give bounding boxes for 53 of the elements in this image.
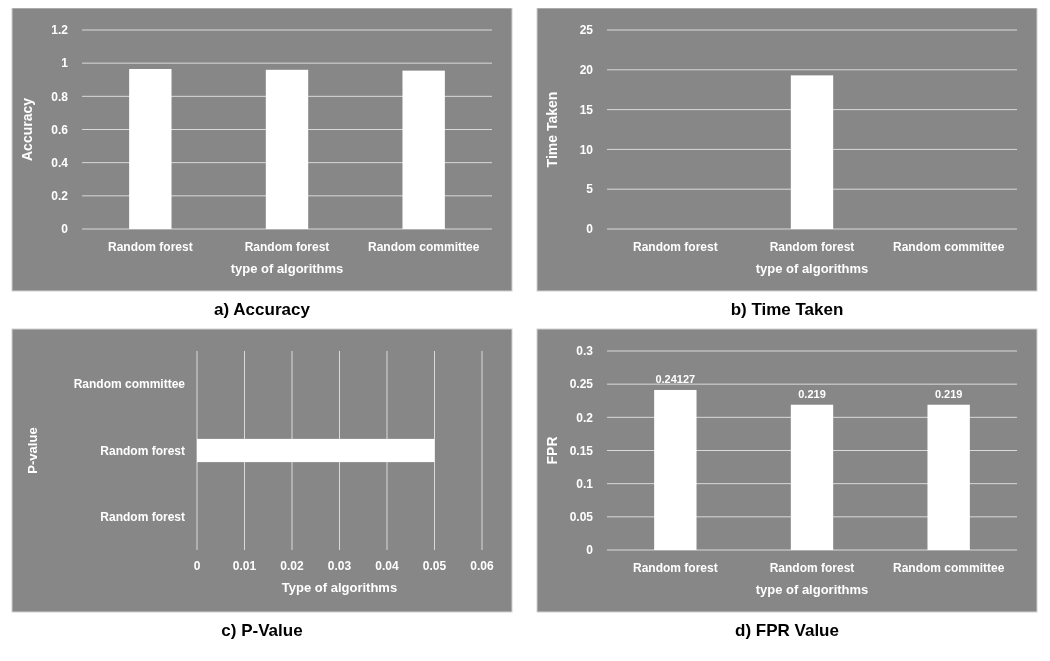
text: c) P-Value [221,621,303,640]
y-tick-label: Random committee [73,377,186,392]
y-tick-label: 0.4 [51,155,69,170]
x-tick-label: 0.01 [232,559,257,573]
x-tick-label: Random forest [244,240,330,254]
x-axis-title: type of algorithms [230,261,344,276]
y-tick-label: 15 [579,102,594,117]
x-tick-label: Random forest [632,561,718,575]
x-tick-label: 0.06 [470,559,494,573]
x-axis-title: type of algorithms [755,261,869,276]
x-tick-label: Random forest [769,240,855,254]
y-tick-label: 0 [61,222,69,237]
x-tick-label: 0.05 [422,559,447,573]
y-tick-label: 0.2 [576,410,594,425]
text: a) Accuracy [214,300,311,319]
y-tick-label: 20 [579,63,594,77]
x-tick-label: 0.02 [280,559,304,573]
x-tick-label: 0.04 [375,559,399,573]
y-tick-label: 0.6 [51,122,69,137]
y-tick-label: 0 [586,222,594,237]
data-label: 0.24127 [655,372,696,385]
text: d) FPR Value [735,621,839,640]
x-tick-label: Random committee [892,240,1005,254]
y-tick-label: 0.3 [576,344,594,359]
y-axis-title: Accuracy [19,97,35,162]
text: b) Time Taken [730,300,844,319]
x-tick-label: 0 [193,559,201,573]
y-tick-label: 0.2 [51,189,69,204]
y-tick-label: 1 [61,56,69,71]
x-axis-title: type of algorithms [755,582,869,597]
y-tick-label: 0 [586,543,594,558]
y-tick-label: Random forest [100,510,185,525]
data-label: 0.219 [798,387,826,400]
y-tick-label: 10 [579,142,594,157]
y-axis-title: FPR [544,436,560,465]
x-axis-title: Type of algorithms [281,580,398,595]
x-tick-label: Random forest [632,240,718,254]
y-tick-label: 0.1 [576,476,594,491]
y-tick-label: 0.25 [569,377,594,392]
y-axis-title: Time Taken [544,91,560,168]
x-tick-label: Random committee [367,240,480,254]
y-tick-label: Random forest [100,443,185,458]
y-axis-title: P-value [25,427,40,474]
x-tick-label: Random forest [769,561,855,575]
y-tick-label: 1.2 [51,23,69,38]
y-tick-label: 0.15 [569,443,594,458]
y-tick-label: 0.05 [569,510,594,525]
y-tick-label: 25 [579,23,594,38]
data-label: 0.219 [934,387,963,400]
y-tick-label: 0.8 [51,89,69,104]
y-tick-label: 5 [586,182,594,197]
x-tick-label: Random committee [892,561,1005,575]
x-tick-label: 0.03 [327,559,352,573]
